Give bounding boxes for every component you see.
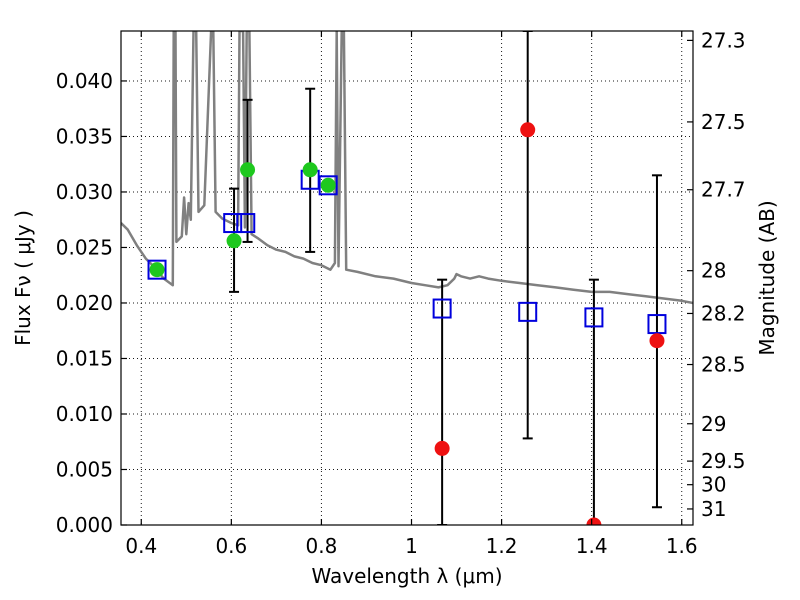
y-tick-label: 0.015 (56, 346, 113, 370)
y-axis-label: Flux Fν ( μJy ) (11, 210, 35, 346)
y2-tick-label: 31 (701, 497, 726, 521)
model-square (432, 298, 452, 319)
model-square (518, 301, 538, 322)
y2-tick-label: 28 (701, 259, 726, 283)
photometry-point (434, 440, 450, 456)
photometry-point (586, 517, 602, 525)
y-tick-label: 0.020 (56, 291, 113, 315)
y-tick-label: 0.035 (56, 124, 113, 148)
axes: 0.4 0.6 0.8 1 1.2 1.4 1.6 0.000 0.005 0.010 0.015 0… (56, 28, 746, 558)
plot-frame (120, 30, 694, 526)
model-square (147, 259, 167, 280)
model-square (236, 213, 256, 234)
model-square (584, 307, 604, 328)
y-tick-label: 0.030 (56, 180, 113, 204)
template-spectrum-line (121, 31, 693, 305)
x-tick-label: 0.6 (215, 534, 247, 558)
x-tick-label: 1.6 (666, 534, 698, 558)
x-tick-label: 1.2 (486, 534, 518, 558)
y2-axis-label: Magnitude (AB) (755, 200, 779, 355)
y2-tick-label: 29 (701, 412, 726, 436)
y2-tick-label: 28.2 (701, 301, 746, 325)
y-tick-label: 0.025 (56, 235, 113, 259)
model-square (647, 314, 667, 335)
y-tick-label: 0.010 (56, 402, 113, 426)
model-square (223, 213, 243, 234)
y2-tick-label: 29.5 (701, 449, 746, 473)
detection-point (320, 177, 336, 193)
y-tick-label: 0.040 (56, 69, 113, 93)
x-tick-label: 1.4 (576, 534, 608, 558)
y2-tick-label: 27.5 (701, 110, 746, 134)
y2-tick-label: 27.7 (701, 178, 746, 202)
detection-point (149, 262, 165, 278)
photometry-point (520, 122, 536, 138)
plot-marks (121, 31, 693, 525)
x-tick-label: 0.8 (306, 534, 338, 558)
detection-point (302, 162, 318, 178)
detection-point (226, 233, 242, 249)
model-square (318, 175, 338, 196)
y2-tick-label: 28.5 (701, 353, 746, 377)
y-tick-label: 0.005 (56, 457, 113, 481)
x-tick-label: 0.4 (125, 534, 157, 558)
x-tick-label: 1 (405, 534, 418, 558)
x-axis-label: Wavelength λ (μm) (311, 564, 502, 588)
y2-tick-label: 30 (701, 473, 726, 497)
y-tick-label: 0.000 (56, 513, 113, 537)
detection-point (240, 162, 256, 178)
photometry-point (649, 333, 665, 349)
y2-tick-label: 27.3 (701, 28, 746, 52)
